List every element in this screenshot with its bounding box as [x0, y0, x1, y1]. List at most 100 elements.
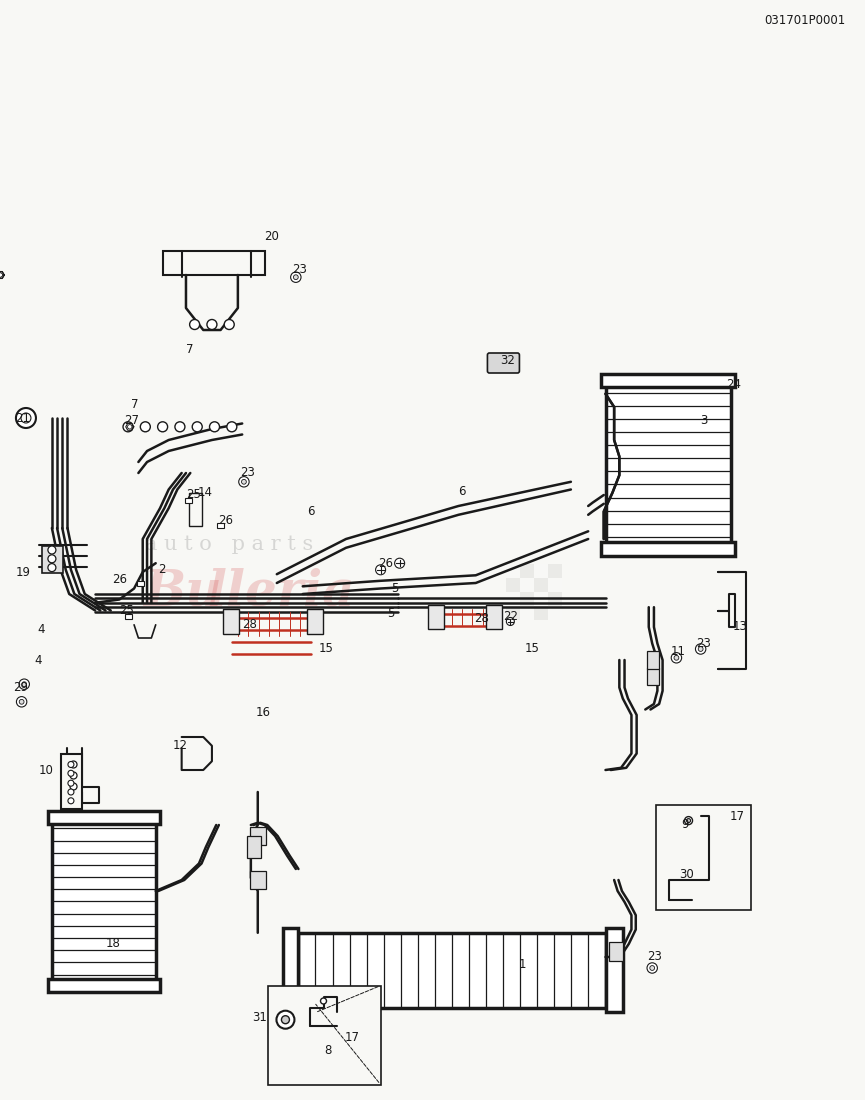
Text: 2: 2	[158, 563, 166, 576]
Bar	[506, 606, 520, 619]
Circle shape	[224, 319, 234, 330]
Bar	[298, 933, 606, 1008]
Text: 30: 30	[679, 868, 694, 881]
Text: Bu: Bu	[143, 568, 221, 616]
Circle shape	[687, 818, 690, 823]
Bar	[606, 928, 623, 1012]
Circle shape	[241, 480, 247, 484]
Text: 25: 25	[119, 604, 134, 617]
Circle shape	[394, 558, 405, 569]
Text: 27: 27	[124, 414, 138, 427]
Circle shape	[227, 421, 237, 432]
Circle shape	[19, 700, 24, 704]
Circle shape	[68, 789, 74, 795]
Bar	[125, 614, 131, 618]
Bar	[548, 578, 562, 592]
Text: 3: 3	[701, 414, 708, 427]
Text: 031701P0001: 031701P0001	[765, 14, 846, 28]
Bar	[268, 986, 381, 1085]
Bar	[534, 592, 548, 606]
Text: 19: 19	[16, 565, 30, 579]
Bar	[601, 542, 735, 556]
Bar	[48, 811, 160, 824]
Bar	[520, 606, 534, 619]
Circle shape	[209, 421, 220, 432]
Bar	[61, 754, 82, 808]
Text: 6: 6	[458, 485, 466, 498]
Bar	[506, 592, 520, 606]
Circle shape	[281, 1015, 290, 1024]
Bar	[656, 805, 751, 910]
Bar	[520, 592, 534, 606]
Circle shape	[127, 425, 132, 429]
Text: 11: 11	[670, 645, 685, 658]
Bar	[534, 578, 548, 592]
Text: 10: 10	[39, 763, 54, 777]
Bar	[247, 836, 261, 858]
Circle shape	[175, 421, 185, 432]
Circle shape	[21, 412, 31, 424]
Bar	[137, 581, 144, 585]
Circle shape	[321, 998, 326, 1004]
Bar	[520, 564, 534, 578]
Text: 13: 13	[733, 620, 747, 634]
Circle shape	[19, 679, 29, 690]
Circle shape	[277, 1011, 294, 1028]
Text: 23: 23	[647, 950, 662, 964]
Circle shape	[157, 421, 168, 432]
Circle shape	[68, 761, 74, 768]
Circle shape	[16, 408, 36, 428]
Circle shape	[0, 273, 3, 277]
Bar	[606, 379, 731, 550]
Text: 6: 6	[307, 505, 315, 518]
Circle shape	[16, 696, 27, 707]
Circle shape	[671, 652, 682, 663]
Bar	[428, 605, 444, 629]
Bar	[548, 564, 562, 578]
Bar	[307, 609, 323, 634]
Text: 5: 5	[388, 607, 395, 620]
Bar	[548, 592, 562, 606]
Circle shape	[506, 617, 515, 626]
Circle shape	[650, 966, 655, 970]
Text: 1: 1	[519, 958, 527, 971]
Text: 28: 28	[242, 618, 257, 631]
Bar	[486, 605, 502, 629]
Text: 23: 23	[240, 466, 255, 480]
Text: 8: 8	[324, 1044, 332, 1057]
Text: 9: 9	[681, 818, 689, 832]
Text: 14: 14	[197, 486, 212, 499]
Text: 22: 22	[503, 609, 518, 623]
Bar	[185, 498, 192, 503]
Circle shape	[684, 816, 693, 825]
Circle shape	[70, 783, 77, 790]
Circle shape	[291, 272, 301, 283]
Text: 17: 17	[344, 1031, 359, 1044]
Text: 28: 28	[474, 612, 489, 625]
Bar	[548, 606, 562, 619]
Text: 15: 15	[525, 642, 540, 656]
Bar	[250, 827, 266, 845]
Circle shape	[674, 656, 679, 660]
Circle shape	[647, 962, 657, 974]
Circle shape	[0, 273, 3, 277]
Bar	[52, 816, 156, 987]
Bar	[609, 942, 623, 961]
Text: 15: 15	[318, 642, 333, 656]
Text: 29: 29	[13, 681, 28, 694]
Circle shape	[123, 421, 133, 432]
Bar	[647, 668, 659, 685]
Circle shape	[68, 770, 74, 777]
Circle shape	[293, 275, 298, 279]
Bar	[534, 564, 548, 578]
Bar	[217, 524, 224, 528]
Text: 5: 5	[391, 582, 399, 595]
Text: 25: 25	[186, 488, 201, 502]
Text: 23: 23	[292, 263, 307, 276]
Text: lleria: lleria	[208, 568, 356, 616]
Text: 18: 18	[106, 937, 120, 950]
Circle shape	[189, 319, 200, 330]
Circle shape	[140, 421, 151, 432]
Text: 20: 20	[264, 230, 279, 243]
Circle shape	[68, 798, 74, 804]
